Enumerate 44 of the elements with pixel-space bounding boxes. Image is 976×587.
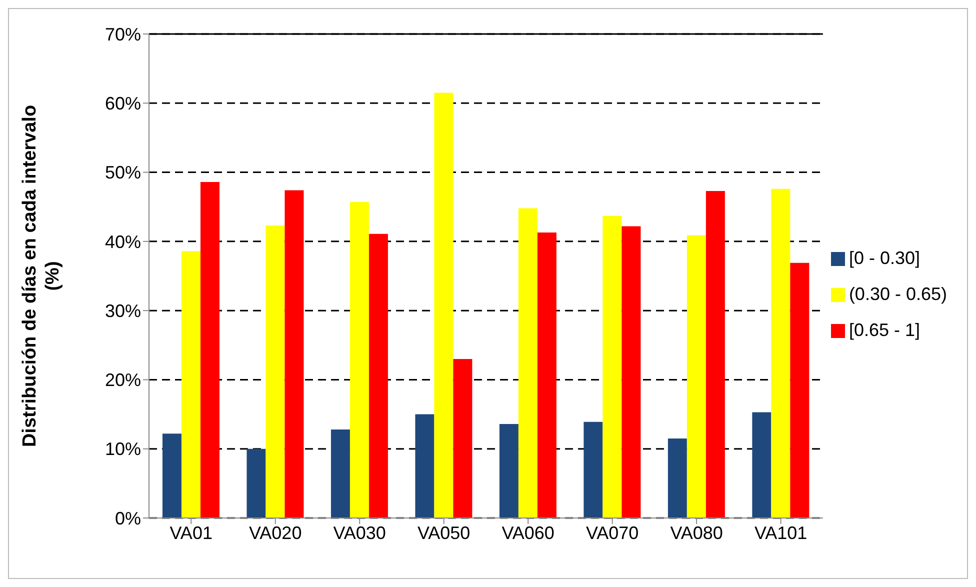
bar xyxy=(706,190,725,518)
bar xyxy=(686,235,706,518)
x-tick-label: VA070 xyxy=(586,522,639,543)
bar xyxy=(790,262,810,518)
x-tick-label: VA050 xyxy=(417,522,470,543)
bar xyxy=(499,424,518,518)
bar xyxy=(518,208,538,518)
y-tick-label: 70% xyxy=(104,24,141,44)
y-tick-label: 20% xyxy=(104,370,141,390)
bar xyxy=(162,434,182,518)
bar xyxy=(350,202,369,518)
bar xyxy=(453,358,472,518)
bar xyxy=(771,188,790,518)
bar xyxy=(368,234,388,518)
x-tick-label: VA101 xyxy=(754,522,808,543)
y-tick-label: 10% xyxy=(104,439,141,460)
bar xyxy=(181,251,200,518)
bar xyxy=(752,412,772,518)
y-tick-label: 60% xyxy=(104,94,141,114)
y-tick-label: 30% xyxy=(104,300,141,321)
bar xyxy=(200,182,220,518)
y-tick-label: 0% xyxy=(114,508,141,528)
y-tick-label: 50% xyxy=(104,162,141,183)
x-tick-label: VA080 xyxy=(670,522,723,543)
x-tick-label: VA030 xyxy=(333,522,386,543)
legend-label: (0.30 - 0.65) xyxy=(848,284,947,304)
y-tick-label: 40% xyxy=(104,232,141,252)
bar xyxy=(584,422,603,518)
bar xyxy=(537,232,556,518)
bar xyxy=(246,448,266,518)
bar xyxy=(434,92,454,518)
x-tick-label: VA020 xyxy=(249,522,302,543)
bar xyxy=(266,226,285,518)
x-tick-label: VA01 xyxy=(170,522,212,543)
legend-label: [0 - 0.30] xyxy=(848,248,920,268)
bar xyxy=(284,190,304,518)
bar xyxy=(415,414,434,518)
legend-label: [0.65 - 1] xyxy=(848,320,920,340)
bar xyxy=(330,429,350,518)
bar xyxy=(622,226,641,518)
bar xyxy=(602,216,622,518)
bar xyxy=(668,438,687,518)
x-tick-label: VA060 xyxy=(502,522,554,543)
y-axis-title: Distribución de días en cada intervalo (%) xyxy=(20,104,64,448)
